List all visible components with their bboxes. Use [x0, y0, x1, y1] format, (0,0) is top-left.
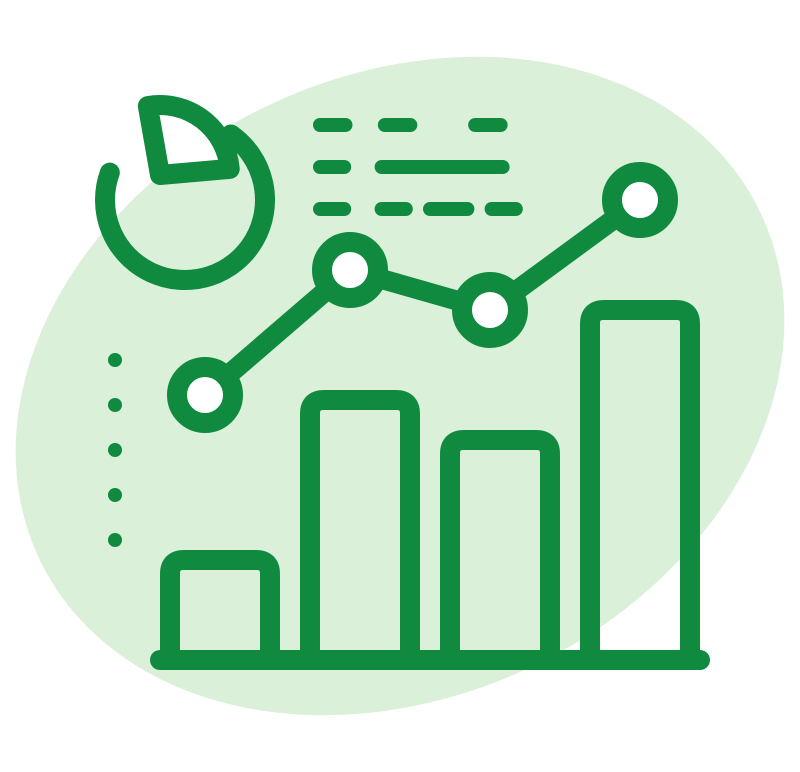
line-point-3	[462, 282, 518, 338]
dot-5	[108, 533, 122, 547]
pie-slice	[148, 105, 230, 175]
dot-2	[108, 398, 122, 412]
line-point-4	[612, 172, 668, 228]
dot-4	[108, 488, 122, 502]
line-point-1	[177, 367, 233, 423]
line-point-2	[322, 242, 378, 298]
dot-1	[108, 353, 122, 367]
dot-3	[108, 443, 122, 457]
analytics-infographic-icon	[0, 0, 800, 772]
